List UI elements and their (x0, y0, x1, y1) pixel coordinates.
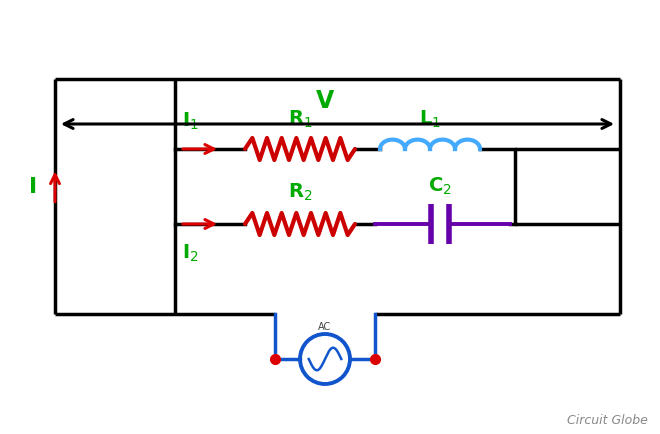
Text: I$_2$: I$_2$ (182, 243, 199, 264)
Text: I$_1$: I$_1$ (182, 110, 199, 132)
Text: L$_1$: L$_1$ (419, 108, 441, 130)
Text: C$_2$: C$_2$ (428, 175, 452, 197)
Text: R$_1$: R$_1$ (288, 108, 312, 130)
Text: V: V (316, 89, 334, 113)
Text: I: I (29, 177, 37, 197)
Text: Circuit Globe: Circuit Globe (567, 413, 648, 426)
Text: R$_2$: R$_2$ (288, 181, 312, 203)
Text: AC: AC (318, 321, 331, 331)
